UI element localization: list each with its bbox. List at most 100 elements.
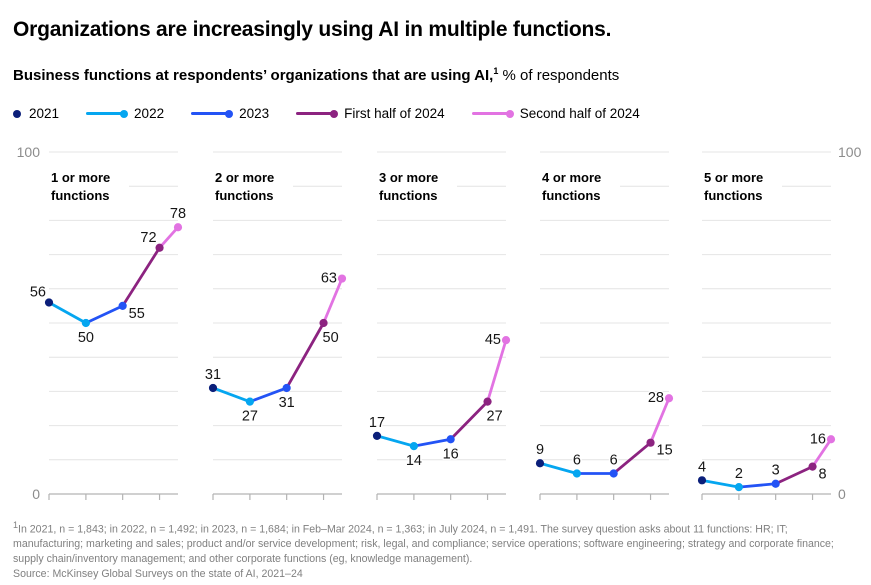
legend-line-end-dot <box>505 109 514 118</box>
legend-line-dot-icon <box>296 109 339 118</box>
legend-label: Second half of 2024 <box>519 106 640 122</box>
data-label: 56 <box>30 285 46 301</box>
legend-label: First half of 2024 <box>344 106 445 122</box>
data-label: 16 <box>810 431 826 447</box>
panel-title-plate <box>540 167 620 207</box>
data-point <box>826 435 836 444</box>
data-label: 15 <box>657 443 673 459</box>
line-segment <box>47 301 88 325</box>
chart-panel: 3 or more functions 17 14 16 27 45 <box>367 151 511 501</box>
line-chart: 100 0 100 0 1 or more functions 56 50 55 72 78 2 or… <box>17 144 862 502</box>
data-point <box>245 397 254 406</box>
legend-dot-icon <box>13 109 21 118</box>
data-label: 50 <box>78 330 94 346</box>
line-segment <box>248 386 289 404</box>
data-point <box>697 476 707 485</box>
data-point <box>81 318 90 328</box>
panel-title-line2: functions <box>215 188 274 203</box>
panel-title-line1: 2 or more <box>215 170 274 185</box>
data-label: 78 <box>170 206 186 222</box>
y-axis-min-label-right: 0 <box>838 486 846 502</box>
data-label: 3 <box>772 463 780 479</box>
data-label: 55 <box>129 306 145 322</box>
data-label: 31 <box>279 395 295 411</box>
data-point <box>483 397 492 406</box>
line-segment <box>649 396 671 445</box>
legend-item-2022: 2022 <box>86 106 164 121</box>
data-point <box>734 483 743 492</box>
data-point <box>501 336 511 345</box>
panel-title-line2: functions <box>704 188 763 203</box>
data-label: 50 <box>323 330 339 346</box>
panel-title-line1: 1 or more <box>51 170 110 185</box>
legend-label: 2023 <box>239 106 270 122</box>
chart-panel: 2 or more functions 31 27 31 50 63 <box>203 151 347 501</box>
data-label: 6 <box>610 453 618 469</box>
legend-item-first-half-of-2024: First half of 2024 <box>296 106 445 121</box>
data-point <box>446 435 455 444</box>
data-point <box>155 243 164 252</box>
data-label: 9 <box>536 442 544 458</box>
data-label: 14 <box>406 453 422 469</box>
chart-legend: 2021 2022 2023 First half of 2024 Second hal… <box>13 106 858 121</box>
line-segment <box>538 461 579 475</box>
data-point <box>282 383 291 393</box>
panel-title-line2: functions <box>379 188 438 203</box>
data-label: 31 <box>205 367 221 383</box>
page-title: Organizations are increasingly using AI … <box>13 18 612 41</box>
data-label: 28 <box>648 390 664 406</box>
chart-panel: 4 or more functions 9 6 6 15 28 <box>534 151 674 501</box>
line-segment <box>449 400 489 441</box>
data-point <box>44 298 54 307</box>
line-segment <box>211 386 252 404</box>
data-point <box>409 442 418 451</box>
data-point <box>572 469 581 478</box>
panel-title-line1: 5 or more <box>704 170 763 185</box>
y-axis-max-label-left: 100 <box>17 144 41 160</box>
footnote-text: In 2021, n = 1,843; in 2022, n = 1,492; … <box>13 523 834 565</box>
legend-line-dot-icon <box>86 109 129 118</box>
data-label: 27 <box>242 409 258 425</box>
legend-line-end-dot <box>330 109 339 118</box>
line-segment <box>121 246 161 308</box>
panel-title-line1: 3 or more <box>379 170 438 185</box>
data-label: 6 <box>573 453 581 469</box>
panel-title-line1: 4 or more <box>542 170 601 185</box>
data-point <box>337 274 347 283</box>
data-label: 72 <box>140 230 156 246</box>
subtitle-footnote-marker: 1 <box>493 66 499 77</box>
panel-title-line2: functions <box>542 188 601 203</box>
data-label: 2 <box>735 466 743 482</box>
data-label: 16 <box>443 446 459 462</box>
data-label: 8 <box>819 467 827 483</box>
panel-title-plate <box>377 167 457 207</box>
legend-item-2021: 2021 <box>13 106 59 121</box>
legend-item-second-half-of-2024: Second half of 2024 <box>471 106 640 122</box>
data-point <box>372 431 382 441</box>
line-segment <box>612 441 652 475</box>
data-point <box>808 462 817 471</box>
line-segment <box>700 479 741 489</box>
line-segment <box>774 465 814 486</box>
data-point <box>173 223 183 232</box>
line-segment <box>84 304 125 325</box>
data-point <box>535 459 545 468</box>
legend-line-end-dot <box>120 109 129 118</box>
line-segment <box>486 338 508 404</box>
chart-panel: 5 or more functions 4 2 3 8 16 <box>696 151 836 501</box>
legend-label: 2022 <box>134 106 165 122</box>
legend-label: 2021 <box>29 106 60 122</box>
subtitle-unit-text: % of respondents <box>498 67 620 85</box>
data-point <box>664 394 674 403</box>
source-line: Source: McKinsey Global Surveys on the s… <box>13 568 303 581</box>
footnote-marker: 1 <box>13 520 19 531</box>
line-segment <box>285 321 325 390</box>
chart-panel: 1 or more functions 56 50 55 72 78 <box>28 151 188 501</box>
panel-title-line2: functions <box>51 188 110 203</box>
legend-line-dot-icon <box>191 109 234 118</box>
panel-title-plate <box>213 167 293 207</box>
line-segment <box>158 225 180 250</box>
subtitle-bold-text: Business functions at respondents’ organ… <box>13 67 494 85</box>
data-point <box>118 301 127 311</box>
